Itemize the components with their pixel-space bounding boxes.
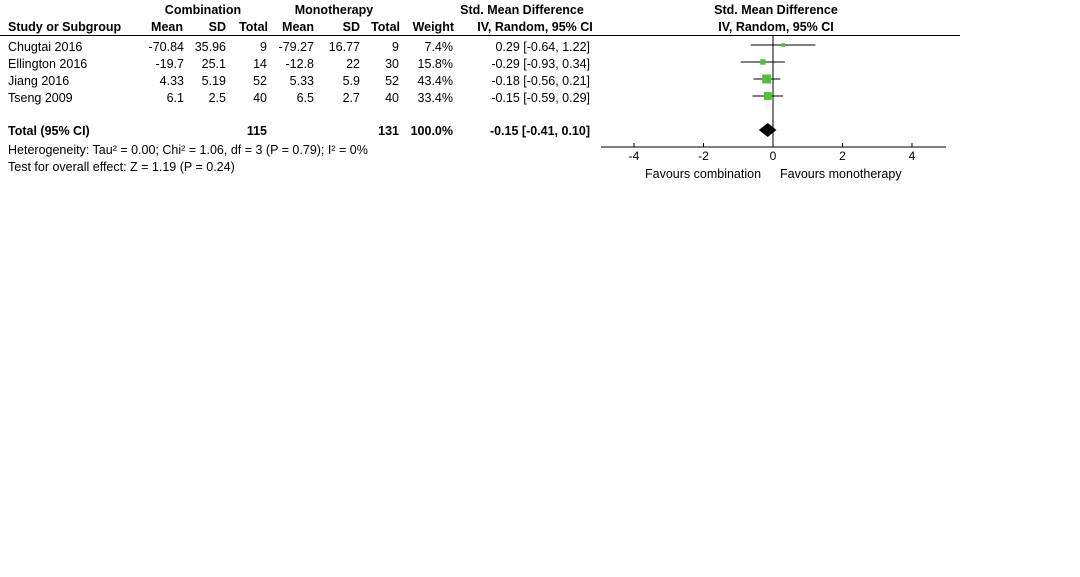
total1-value: 9 [260,40,267,54]
total1-value: 40 [253,91,267,105]
mean2-header: Mean [282,20,314,34]
x-tick-label: 2 [839,149,846,163]
heterogeneity-text: Heterogeneity: Tau² = 0.00; Chi² = 1.06,… [8,143,368,157]
total1-value: 14 [253,57,267,71]
mean2-value: -79.27 [278,40,314,54]
sd1-value: 5.19 [201,74,226,88]
weight-header: Weight [412,20,454,34]
weight-value: 15.8% [417,57,453,71]
total1-value: 52 [253,74,267,88]
sd1-value: 25.1 [201,57,226,71]
mean1-value: -70.84 [148,40,184,54]
total1-header: Total [239,20,268,34]
mean2-value: 5.33 [289,74,314,88]
weight-value: 7.4% [424,40,454,54]
total-label: Total (95% CI) [8,124,90,138]
forest-plot: -4 -2 0 2 4 [601,36,946,163]
ci-value: -0.29 [-0.93, 0.34] [491,57,590,71]
mean1-value: 6.1 [166,91,184,105]
group1-header: Combination [164,3,242,17]
x-tick-label: 4 [909,149,916,163]
study-name: Jiang 2016 [8,74,70,88]
study-marker [760,59,766,65]
favours-left-label: Favours combination [645,167,762,181]
sd1-header: SD [208,20,226,34]
total-weight: 100.0% [410,124,453,138]
mean2-value: 6.5 [296,91,314,105]
study-marker [763,92,772,100]
total2-value: 30 [385,57,399,71]
study-marker [762,74,772,84]
x-tick-label: -2 [698,149,709,163]
study-name: Chugtai 2016 [8,40,83,54]
plot-method-header: IV, Random, 95% CI [718,20,834,34]
sd2-value: 5.9 [342,74,360,88]
group2-header: Monotherapy [294,3,374,17]
study-header: Study or Subgroup [8,20,122,34]
sd2-value: 22 [346,57,360,71]
sd2-value: 2.7 [342,91,360,105]
total2-header: Total [371,20,400,34]
smd-title: Std. Mean Difference [460,3,584,17]
total-ci: -0.15 [-0.41, 0.10] [489,124,590,138]
header-divider [0,35,960,36]
favours-right-label: Favours monotherapy [780,167,902,181]
x-tick-label: 0 [770,149,777,163]
weight-value: 43.4% [417,74,453,88]
smd-method-header: IV, Random, 95% CI [477,20,593,34]
mean1-header: Mean [151,20,183,34]
mean1-value: -19.7 [155,57,185,71]
weight-value: 33.4% [417,91,453,105]
sd1-value: 2.5 [208,91,226,105]
total2-sum: 131 [378,124,399,138]
sd2-value: 16.77 [328,40,360,54]
total2-value: 40 [385,91,399,105]
ci-value: -0.15 [-0.59, 0.29] [491,91,590,105]
study-name: Tseng 2009 [8,91,73,105]
mean2-value: -12.8 [285,57,315,71]
total1-sum: 115 [246,124,267,138]
sd1-value: 35.96 [194,40,226,54]
study-marker [781,43,785,47]
mean1-value: 4.33 [159,74,184,88]
sd2-header: SD [342,20,360,34]
total2-value: 9 [392,40,399,54]
study-name: Ellington 2016 [8,57,88,71]
x-tick-label: -4 [629,149,640,163]
ci-value: -0.18 [-0.56, 0.21] [491,74,590,88]
plot-title: Std. Mean Difference [714,3,838,17]
pooled-diamond [758,123,777,137]
total2-value: 52 [385,74,399,88]
overall-effect-text: Test for overall effect: Z = 1.19 (P = 0… [8,160,235,174]
ci-value: 0.29 [-0.64, 1.22] [495,40,590,54]
